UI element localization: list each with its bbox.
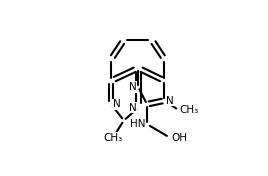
Text: HN: HN: [130, 119, 146, 129]
Text: N: N: [129, 82, 137, 92]
Text: N: N: [166, 96, 174, 106]
Text: N: N: [113, 99, 120, 109]
Text: CH₃: CH₃: [179, 105, 198, 115]
Text: N: N: [129, 103, 137, 113]
Text: CH₃: CH₃: [103, 133, 122, 143]
Text: OH: OH: [171, 133, 187, 143]
